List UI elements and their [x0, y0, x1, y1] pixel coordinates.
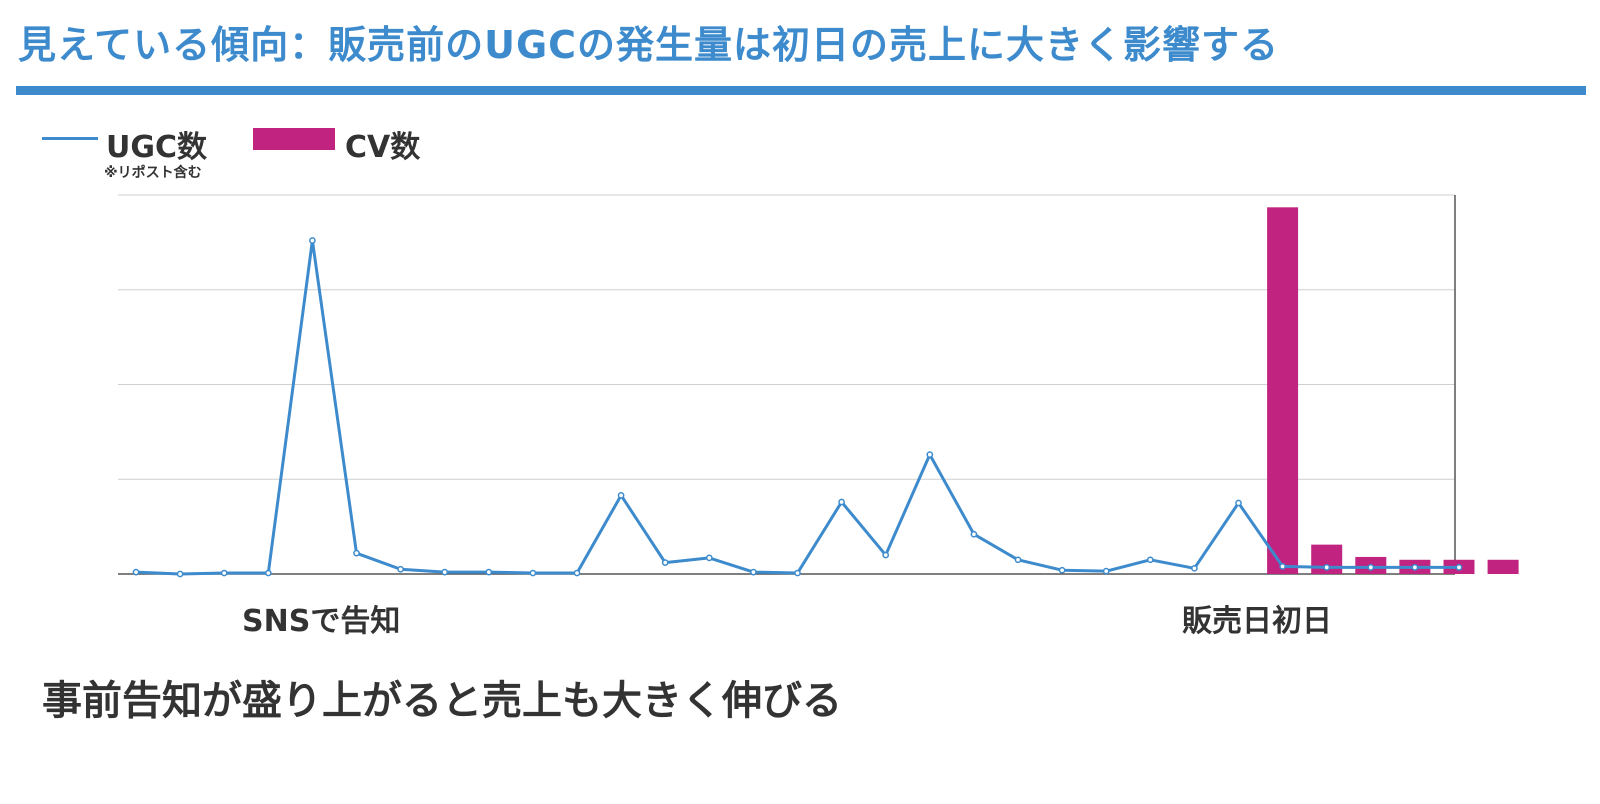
ugc-point	[220, 569, 228, 577]
ugc-point	[1279, 563, 1286, 570]
ugc-point	[397, 565, 404, 573]
x-label-sns-announcement: SNSで告知	[242, 604, 401, 639]
ugc-point	[1146, 556, 1154, 564]
ugc-point	[1367, 564, 1375, 571]
ugc-point	[617, 492, 625, 499]
ugc-point	[1014, 556, 1022, 564]
ugc-point	[1235, 499, 1242, 507]
legend-ugc-label: UGC数	[106, 130, 208, 165]
ugc-point	[1058, 566, 1066, 574]
ugc-point	[750, 568, 757, 576]
conclusion-text: 事前告知が盛り上がると売上も大きく伸びる	[42, 678, 842, 724]
legend-ugc-note: ※リポスト含む	[104, 165, 202, 181]
legend-cv-swatch	[253, 128, 335, 150]
ugc-point	[529, 569, 537, 577]
cv-bar	[1487, 559, 1519, 574]
ugc-point	[309, 237, 316, 244]
ugc-point	[838, 498, 845, 506]
ugc-point	[264, 569, 272, 577]
ugc-point	[485, 568, 493, 576]
ugc-point	[970, 530, 978, 538]
ugc-point	[926, 451, 934, 458]
legend-cv-label: CV数	[345, 130, 421, 165]
ugc-line	[135, 238, 1459, 576]
ugc-point	[573, 569, 581, 577]
ugc-point	[176, 570, 184, 578]
legend-ugc-swatch	[42, 137, 98, 140]
ugc-point	[794, 569, 801, 577]
ugc-point	[353, 549, 360, 557]
ugc-point	[705, 554, 713, 562]
page-title: 見えている傾向：販売前のUGCの発生量は初日の売上に大きく影響する	[18, 23, 1280, 67]
ugc-point	[1411, 564, 1419, 571]
ugc-point	[1191, 564, 1198, 572]
ugc-point	[882, 551, 890, 559]
ugc-point	[1455, 564, 1463, 571]
cv-bar	[1267, 207, 1299, 574]
ugc-point	[441, 568, 449, 576]
x-label-release-day: 販売日初日	[1182, 604, 1332, 639]
ugc-point	[661, 559, 669, 566]
ugc-point	[1102, 567, 1110, 575]
ugc-point	[1323, 564, 1331, 571]
ugc-point	[132, 568, 140, 576]
title-underline	[16, 86, 1586, 95]
